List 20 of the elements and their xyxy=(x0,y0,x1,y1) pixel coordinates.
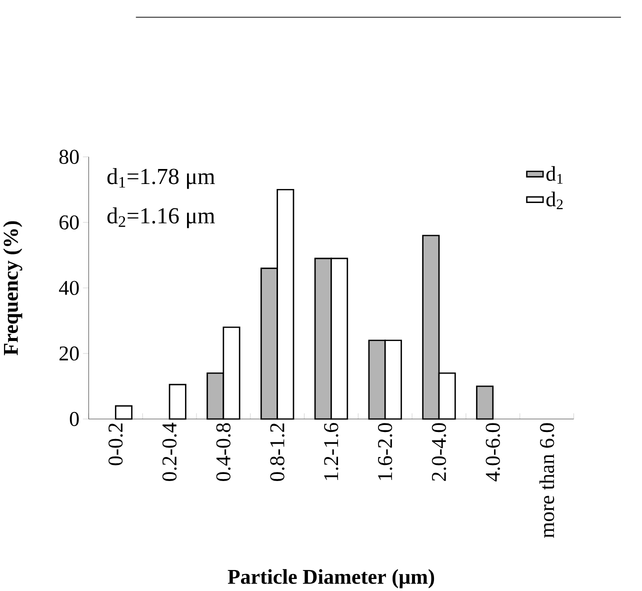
y-tick-label: 20 xyxy=(60,346,79,360)
annotation: d$_{2}$=1.16 μm xyxy=(107,207,215,228)
x-tick-label: 0.4-0.8 xyxy=(216,423,231,481)
x-tick-label: 4.0-6.0 xyxy=(486,423,500,482)
x-tick-label: 1.2-1.6 xyxy=(324,422,338,480)
y-tick-label: 0 xyxy=(70,412,79,426)
legend-label: d$_{1}$ xyxy=(546,166,563,184)
x-axis-title: Particle Diameter (μm) xyxy=(228,569,434,588)
x-tick-label: 2.0-4.0 xyxy=(432,423,446,481)
y-axis-title: Frequency (%) xyxy=(3,221,22,356)
y-tick-label: 60 xyxy=(60,215,79,230)
annotation: d$_{1}$=1.78 μm xyxy=(107,168,215,189)
x-tick-label: 0-0.2 xyxy=(108,423,123,466)
x-tick-label: 1.6-2.0 xyxy=(378,423,392,480)
y-tick-label: 80 xyxy=(59,150,79,164)
x-tick-label: more than 6.0 xyxy=(539,423,554,538)
x-tick-label: 0.2-0.4 xyxy=(162,422,177,481)
y-tick-label: 40 xyxy=(59,280,79,295)
legend-label: d$_{2}$ xyxy=(546,191,563,209)
x-tick-label: 0.8-1.2 xyxy=(270,423,284,481)
